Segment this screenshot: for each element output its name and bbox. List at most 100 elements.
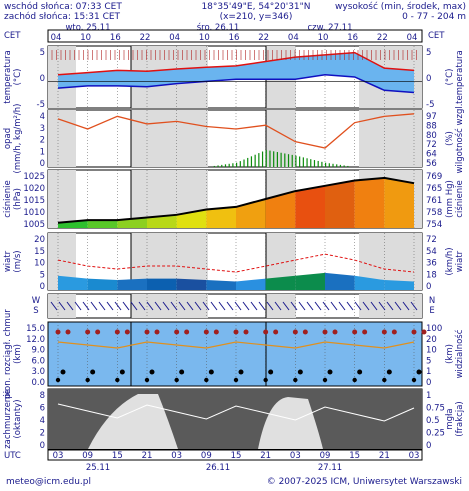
cloud-base-point	[115, 377, 120, 383]
visibility-point	[421, 329, 427, 335]
wind-direction-arrow	[378, 301, 386, 311]
precip-bar	[247, 157, 249, 167]
wind-direction-arrow	[314, 301, 322, 311]
tick-right: 0	[426, 282, 431, 292]
ylabel-left: zachmurzenie	[3, 389, 13, 449]
wind-direction-arrow	[82, 301, 90, 311]
visibility-point	[332, 329, 338, 335]
precip-bar	[217, 165, 219, 167]
cloud-base-point	[382, 377, 387, 383]
cloud-base-point	[293, 377, 298, 383]
wind-direction-arrow	[58, 301, 66, 311]
cloud-base-point	[263, 377, 268, 383]
cloud-base-point	[357, 369, 363, 375]
ylabel-right: temperatura	[455, 50, 465, 104]
tick-left: 6.0	[31, 356, 45, 366]
precip-bar	[213, 165, 215, 167]
tick-left: 1020	[23, 184, 45, 194]
tick-left: 5	[40, 48, 45, 58]
wind-direction-arrow	[202, 301, 210, 311]
tick-right: 72	[426, 235, 437, 245]
yunit-right: (km)	[445, 344, 455, 364]
top-hour-label: 04	[288, 33, 299, 43]
bottom-day-label: 25.11	[86, 463, 110, 473]
wind-direction-arrow	[90, 301, 98, 311]
top-hour-label: 16	[229, 33, 240, 43]
top-hour-label: 10	[318, 33, 329, 43]
footer-copyright: © 2007-2025 ICM, Uniwersytet Warszawski	[267, 477, 462, 487]
yunit-right: mgła	[445, 408, 455, 429]
visibility-point	[124, 329, 130, 335]
precip-bar	[228, 163, 230, 167]
wind-direction-arrow	[210, 301, 218, 311]
wind-direction-arrow	[106, 301, 114, 311]
top-hour-label: 10	[199, 33, 210, 43]
altitude-label: wysokość (min, środek, max)	[335, 1, 466, 12]
top-hour-label: 10	[80, 33, 91, 43]
tick-right: 18	[426, 270, 437, 280]
top-hour-label: 04	[51, 33, 62, 43]
wind-direction-arrow	[122, 301, 130, 311]
tz-bottom-label: UTC	[4, 451, 21, 461]
top-hour-label: 04	[407, 33, 418, 43]
cloud-base-point	[233, 377, 239, 383]
tick-left: 0	[40, 282, 45, 292]
bottom-hour-label: 21	[379, 451, 390, 461]
bottom-hour-label: 03	[53, 451, 64, 461]
wind-direction-arrow	[330, 301, 338, 311]
footer-email[interactable]: meteo@icm.edu.pl	[6, 477, 91, 487]
visibility-point	[65, 329, 71, 335]
dir-label-n: N	[429, 296, 435, 306]
wind-fill-segment	[58, 275, 88, 290]
ylabel-right: widzialność	[454, 329, 465, 378]
top-hour-label: 22	[140, 33, 151, 43]
wind-direction-arrow	[226, 301, 234, 311]
pressure-fill-segment	[384, 177, 414, 228]
wind-direction-arrow	[138, 301, 146, 311]
precip-bar	[239, 161, 241, 167]
dir-night-shade	[131, 294, 208, 318]
tick-left: 0	[40, 159, 45, 169]
wind-direction-arrow	[346, 301, 354, 311]
cloud-base-point	[411, 377, 417, 383]
visibility-point	[85, 329, 91, 335]
ylabel-right: wiatr	[455, 250, 465, 272]
visibility-point	[174, 329, 180, 335]
tick-left: 6	[40, 404, 45, 414]
sunrise-text: wschód słońca: 07:33 CET	[4, 1, 122, 12]
wind-direction-arrow	[410, 301, 418, 311]
tick-left: 4	[40, 416, 45, 426]
sunset-text: zachód słońca: 15:31 CET	[4, 11, 121, 22]
precip-night-shade	[48, 110, 76, 167]
visibility-point	[55, 329, 61, 335]
tick-left: 3	[40, 124, 45, 134]
tick-right: 769	[426, 172, 442, 182]
tick-right: 765	[426, 184, 442, 194]
top-hour-label: 22	[258, 33, 269, 43]
pressure-fill-segment	[58, 220, 88, 228]
pressure-fill-segment	[206, 206, 236, 228]
tick-right: 100	[426, 324, 442, 334]
precip-bar	[343, 165, 345, 167]
precip-bar	[310, 159, 312, 167]
bottom-hour-label: 15	[349, 451, 360, 461]
temperature-min-line	[57, 74, 415, 94]
tick-left: 2	[40, 136, 45, 146]
wind-fill-segment	[147, 278, 177, 290]
tick-right: 1	[426, 367, 431, 377]
yunit-right: (mm Hg)	[445, 180, 455, 218]
cloud-low-fill	[258, 397, 323, 449]
top-hour-label: 22	[377, 33, 388, 43]
tick-left: 2	[40, 429, 45, 439]
wind-fill-segment	[176, 278, 207, 290]
tick-right: 56	[426, 159, 437, 169]
tick-left: 4	[40, 112, 45, 122]
wind-direction-arrow	[370, 301, 378, 311]
wind-direction-arrow	[250, 301, 258, 311]
cloud-base-point	[85, 377, 90, 383]
precip-bar	[254, 154, 256, 167]
wind-direction-arrow	[322, 301, 330, 311]
cloud-base-point	[327, 369, 333, 375]
precip-bar	[295, 155, 297, 167]
